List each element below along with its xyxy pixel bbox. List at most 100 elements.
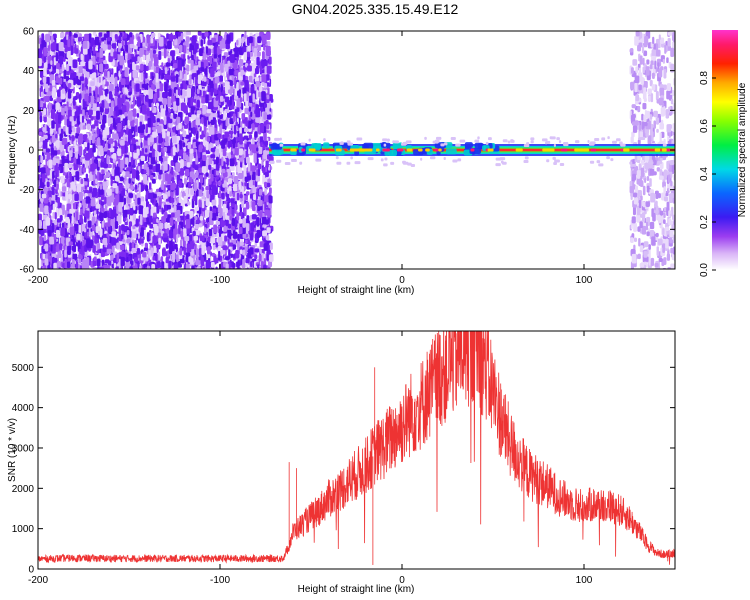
noise-cell	[111, 75, 114, 85]
noise-cell	[168, 230, 174, 239]
noise-cell	[94, 36, 100, 46]
noise-cell	[148, 60, 153, 67]
figure-title: GN04.2025.335.15.49.E12	[292, 1, 459, 17]
noise-cell	[188, 148, 194, 154]
noise-cell	[245, 100, 249, 110]
noise-cell	[163, 146, 168, 152]
noise-cell	[178, 140, 183, 150]
noise-cell	[239, 241, 244, 246]
noise-cell	[92, 55, 96, 65]
noise-cell	[196, 268, 198, 269]
noise-cell	[153, 165, 156, 173]
noise-cell	[175, 162, 181, 172]
noise-cell	[58, 266, 61, 269]
noise-cell	[220, 249, 226, 255]
noise-cell	[71, 267, 76, 269]
noise-cell	[252, 201, 256, 212]
noise-cell	[114, 34, 118, 39]
noise-cell	[219, 107, 224, 113]
noise-cell	[51, 187, 55, 196]
noise-cell	[140, 265, 143, 269]
noise-cell	[52, 170, 55, 179]
noise-cell	[113, 158, 116, 163]
noise-cell	[160, 265, 163, 269]
noise-cell	[72, 97, 76, 106]
noise-cell	[195, 171, 199, 179]
noise-cell	[183, 45, 187, 54]
noise-cell	[187, 201, 191, 206]
noise-cell	[244, 176, 249, 182]
noise-cell	[149, 223, 154, 229]
noise-cell	[224, 75, 227, 82]
noise-cell	[266, 227, 271, 233]
noise-cell	[140, 184, 145, 192]
noise-cell	[225, 219, 229, 227]
noise-cell	[52, 33, 57, 39]
noise-cell	[243, 166, 247, 177]
noise-cell	[74, 193, 79, 201]
noise-cell	[156, 125, 162, 134]
noise-cell	[213, 89, 218, 95]
noise-cell	[59, 223, 62, 229]
noise-cell	[204, 59, 209, 67]
noise-layer	[38, 31, 675, 269]
noise-cell	[263, 43, 266, 51]
noise-cell	[101, 100, 105, 109]
noise-cell	[225, 104, 228, 110]
noise-cell	[193, 58, 196, 64]
noise-cell	[172, 59, 177, 64]
noise-cell	[83, 141, 88, 148]
noise-cell	[254, 248, 260, 253]
noise-cell	[135, 141, 139, 146]
noise-cell	[205, 46, 208, 54]
noise-cell	[84, 33, 89, 43]
noise-cell	[235, 268, 240, 269]
noise-cell	[242, 87, 247, 95]
noise-cell	[146, 232, 150, 242]
noise-cell	[152, 49, 156, 55]
noise-cell	[174, 243, 178, 250]
noise-cell	[168, 195, 171, 202]
noise-cell	[135, 184, 138, 190]
noise-cell	[111, 154, 117, 159]
noise-cell	[58, 188, 61, 199]
noise-cell	[55, 229, 60, 238]
noise-cell	[102, 142, 106, 148]
noise-cell	[63, 69, 67, 80]
noise-cell	[268, 187, 272, 195]
noise-cell	[113, 133, 119, 140]
noise-cell	[55, 75, 59, 84]
noise-cell	[129, 266, 133, 269]
noise-cell	[133, 257, 139, 262]
noise-cell	[215, 220, 220, 226]
noise-cell	[73, 33, 78, 38]
noise-cell	[201, 198, 205, 209]
noise-cell	[138, 184, 141, 194]
noise-cell	[176, 268, 179, 269]
noise-cell	[184, 199, 188, 204]
noise-cell	[82, 125, 86, 130]
noise-cell	[52, 257, 58, 263]
noise-cell	[163, 237, 169, 243]
noise-cell	[76, 127, 81, 134]
noise-cell	[82, 259, 86, 269]
noise-cell	[203, 52, 207, 61]
noise-cell	[118, 225, 122, 235]
noise-cell	[257, 264, 260, 269]
noise-cell	[126, 203, 129, 208]
noise-cell	[258, 146, 263, 155]
noise-cell	[64, 162, 69, 173]
noise-cell	[191, 265, 195, 269]
noise-cell	[46, 70, 50, 75]
noise-cell	[82, 199, 87, 206]
noise-cell	[156, 88, 160, 99]
noise-cell	[217, 133, 222, 138]
noise-cell	[205, 185, 210, 191]
noise-cell	[55, 133, 58, 139]
noise-cell	[164, 268, 166, 269]
noise-cell	[252, 107, 255, 112]
noise-cell	[266, 40, 271, 46]
noise-cell	[143, 64, 147, 75]
noise-cell	[265, 74, 270, 81]
